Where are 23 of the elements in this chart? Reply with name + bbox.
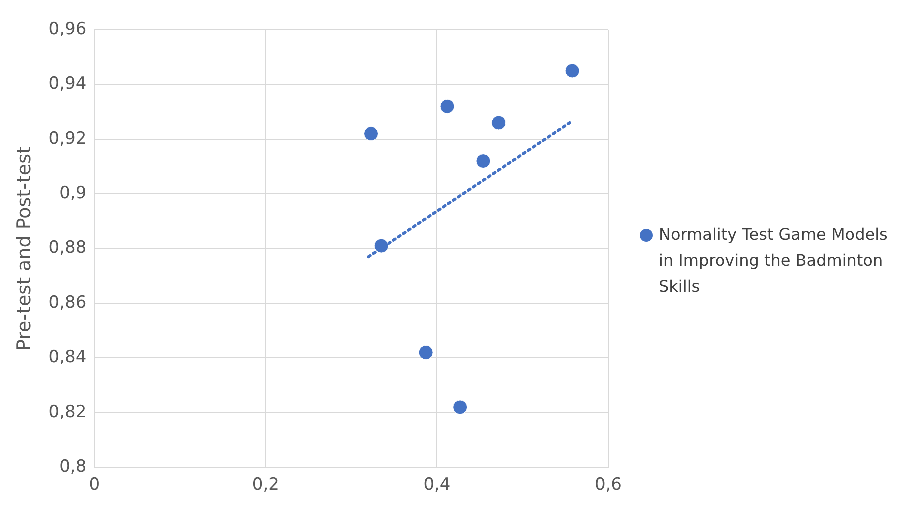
x-tick-label: 0,2 [252, 475, 280, 496]
x-tick-label: 0,6 [594, 475, 622, 496]
x-tick-label: 0 [89, 475, 100, 496]
y-tick-label: 0,84 [48, 348, 87, 368]
point [565, 64, 580, 78]
point [440, 99, 455, 114]
y-tick-label: 0,9 [60, 184, 87, 204]
point [364, 126, 379, 142]
y-tick-label: 0,86 [48, 292, 87, 313]
point [453, 400, 468, 415]
y-axis-title: Pre-test and Post-test [13, 146, 36, 352]
point [374, 238, 389, 254]
x-tick-label: 0,4 [424, 475, 451, 496]
y-tick-label: 0,88 [48, 238, 87, 258]
y-tick-label: 0,8 [60, 457, 87, 478]
y-tick-label: 0,96 [48, 19, 87, 40]
y-tick-label: 0,82 [48, 402, 87, 422]
point [492, 116, 506, 130]
y-tick-label: 0,92 [48, 128, 87, 149]
legend-label: Normality Test Game Models in Improving the Badminton Skills [659, 224, 889, 298]
point [476, 154, 491, 169]
y-tick-label: 0,94 [48, 74, 87, 94]
point [418, 345, 434, 360]
